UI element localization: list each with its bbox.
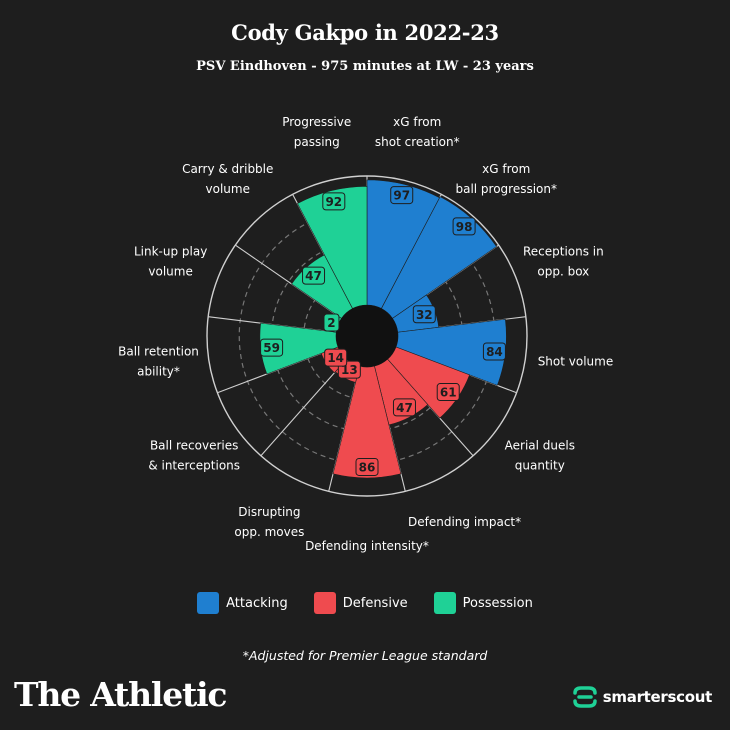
- svg-text:84: 84: [486, 345, 503, 359]
- data-label-1: 97: [390, 186, 414, 205]
- svg-text:13: 13: [341, 363, 358, 377]
- svg-text:98: 98: [456, 220, 473, 234]
- svg-text:32: 32: [416, 308, 433, 322]
- legend-swatch-attacking: [197, 592, 220, 614]
- data-label-3: 32: [412, 305, 436, 324]
- svg-text:47: 47: [305, 269, 322, 283]
- category-label-8: Disrupting opp. moves: [234, 505, 304, 539]
- data-label-4: 84: [482, 342, 506, 361]
- category-label-1: xG from shot creation*: [375, 115, 460, 149]
- data-label-5: 61: [436, 383, 460, 402]
- category-label-11: Link-up play volume: [134, 245, 207, 279]
- svg-text:61: 61: [440, 386, 457, 400]
- legend-swatch-possession: [433, 592, 456, 614]
- data-label-12: 47: [302, 266, 326, 285]
- legend-item-attacking: Attacking: [197, 592, 288, 614]
- svg-text:92: 92: [325, 195, 342, 209]
- category-label-2: xG from ball progression*: [455, 162, 557, 196]
- footnote: *Adjusted for Premier League standard: [242, 648, 488, 663]
- data-label-13: 92: [322, 192, 346, 211]
- the-athletic-logo: The Athletic: [14, 675, 228, 714]
- page-subtitle: PSV Eindhoven - 975 minutes at LW - 23 y…: [196, 59, 534, 74]
- data-label-6: 47: [392, 398, 416, 417]
- svg-text:2: 2: [327, 316, 335, 330]
- legend-label-defensive: Defensive: [342, 595, 408, 611]
- spoke: [260, 358, 347, 457]
- data-label-10: 59: [260, 338, 284, 357]
- category-label-4: Shot volume: [538, 354, 614, 368]
- legend-label-attacking: Attacking: [226, 595, 288, 611]
- category-label-7: Defending intensity*: [305, 539, 429, 553]
- svg-text:86: 86: [359, 460, 376, 474]
- data-label-9: 14: [324, 348, 348, 367]
- svg-text:97: 97: [393, 189, 410, 203]
- data-label-2: 98: [452, 217, 476, 236]
- svg-text:47: 47: [396, 401, 413, 415]
- svg-text:14: 14: [327, 351, 344, 365]
- category-label-10: Ball retention ability*: [118, 344, 199, 378]
- page-title: Cody Gakpo in 2022-23: [231, 20, 499, 45]
- category-label-9: Ball recoveries & interceptions: [148, 438, 240, 472]
- smarterscout-icon: [573, 686, 597, 708]
- smarterscout-logo: smarterscout: [572, 686, 712, 708]
- legend-item-possession: Possession: [433, 592, 533, 614]
- legend-item-defensive: Defensive: [313, 592, 408, 614]
- data-label-7: 86: [355, 457, 379, 476]
- category-label-3: Receptions in opp. box: [523, 245, 604, 279]
- chart-legend: Attacking Defensive Possession: [0, 592, 730, 614]
- center-hole: [336, 305, 398, 367]
- legend-label-possession: Possession: [462, 595, 533, 611]
- smarterscout-name: smarterscout: [602, 688, 713, 706]
- svg-text:59: 59: [263, 341, 280, 355]
- category-label-12: Carry & dribble volume: [182, 162, 273, 196]
- category-label-5: Aerial duels quantity: [505, 438, 575, 472]
- category-label-13: Progressive passing: [282, 115, 351, 149]
- data-label-11: 2: [323, 313, 340, 332]
- category-label-6: Defending impact*: [408, 515, 521, 529]
- legend-swatch-defensive: [313, 592, 336, 614]
